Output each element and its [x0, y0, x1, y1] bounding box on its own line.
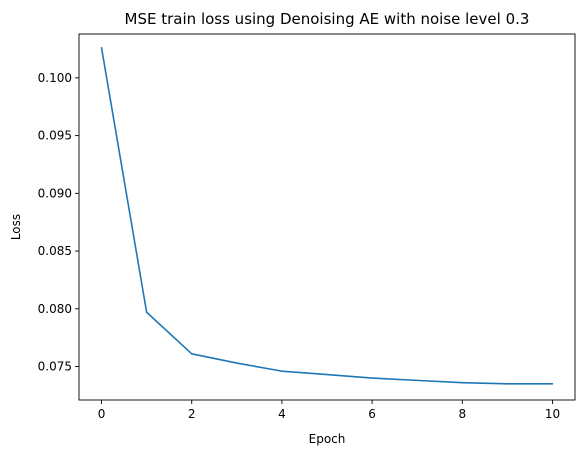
- x-axis: 0 2 4 6 8 10: [98, 400, 560, 421]
- x-tick-label: 0: [98, 407, 106, 421]
- y-tick-label: 0.090: [38, 186, 72, 200]
- y-tick-label: 0.080: [38, 302, 72, 316]
- x-tick-label: 6: [368, 407, 376, 421]
- y-axis: 0.075 0.080 0.085 0.090 0.095 0.100: [38, 71, 79, 374]
- y-tick-label: 0.085: [38, 244, 72, 258]
- x-tick-label: 10: [545, 407, 560, 421]
- y-tick-label: 0.095: [38, 129, 72, 143]
- x-tick-label: 2: [188, 407, 196, 421]
- chart-title: MSE train loss using Denoising AE with n…: [125, 10, 530, 28]
- x-tick-label: 8: [458, 407, 466, 421]
- x-axis-label: Epoch: [309, 432, 346, 446]
- plot-area: [78, 33, 576, 401]
- series-line-0: [100, 47, 554, 385]
- x-tick-label: 4: [278, 407, 286, 421]
- y-tick-label: 0.075: [38, 360, 72, 374]
- y-tick-label: 0.100: [38, 71, 72, 85]
- plot-frame: [78, 33, 576, 401]
- y-axis-label: Loss: [9, 214, 23, 240]
